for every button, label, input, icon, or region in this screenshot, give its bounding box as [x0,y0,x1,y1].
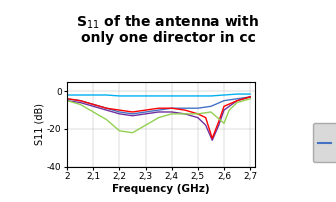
Text: S$_{11}$ of the antenna with: S$_{11}$ of the antenna with [77,13,259,31]
Legend: No
director
in cc: No director in cc [313,123,336,162]
Y-axis label: S11 (dB): S11 (dB) [34,103,44,145]
X-axis label: Frequency (GHz): Frequency (GHz) [113,184,210,194]
Text: only one director in cc: only one director in cc [81,31,255,45]
